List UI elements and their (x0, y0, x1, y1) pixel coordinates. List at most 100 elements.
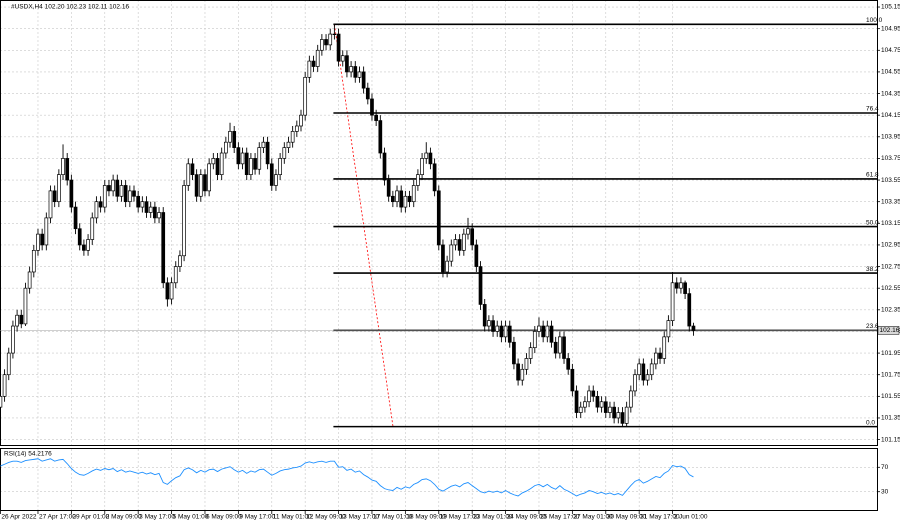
rsi-tick-label: 70 (881, 464, 889, 471)
candle-body (670, 282, 675, 321)
y-tick-label: 104.35 (881, 90, 900, 97)
candle-body (654, 352, 658, 365)
y-tick-label: 102.75 (881, 263, 900, 270)
candle-body (140, 201, 145, 208)
x-tick-label: 12 May 09:00 (306, 514, 346, 521)
candle-body (436, 190, 441, 246)
candle-body (662, 336, 667, 359)
x-tick-label: 25 May 17:00 (540, 514, 580, 521)
candle-body (311, 60, 316, 67)
candle-body (645, 374, 650, 381)
candle-body (82, 244, 86, 251)
candle-body (403, 195, 408, 208)
rsi-title: RSI(14) 54.2176 (4, 451, 52, 458)
candle-body (591, 390, 596, 397)
candle-body (658, 352, 662, 359)
candle-body (173, 266, 178, 284)
candle-body (261, 141, 266, 148)
candle-body (345, 55, 349, 73)
candle-body (165, 282, 170, 300)
candle-body (190, 163, 195, 175)
candle-body (516, 363, 520, 381)
fib-level-label: 76.4 (866, 106, 879, 113)
candle-body (532, 331, 537, 349)
candle-body (453, 239, 458, 246)
candle-body (119, 185, 124, 197)
x-tick-label: 17 May 01:00 (373, 514, 413, 521)
candle-body (219, 152, 224, 175)
fib-level-label: 61.8 (866, 172, 879, 179)
candle-body (286, 141, 291, 148)
candle-body (148, 206, 153, 213)
y-tick-label: 103.75 (881, 155, 900, 162)
candle-body (374, 114, 378, 121)
x-tick-label: 2 May 09:00 (106, 514, 142, 521)
candle-body (215, 158, 220, 175)
candle-body (407, 195, 412, 203)
candle-body (144, 201, 149, 213)
candle-body (583, 401, 587, 408)
candle-body (365, 87, 370, 100)
candle-body (303, 76, 308, 116)
candle-body (482, 304, 487, 327)
candle-body (182, 185, 186, 257)
x-tick-label: 2 Jun 01:00 (674, 514, 708, 521)
x-tick-label: 9 May 17:00 (239, 514, 275, 521)
candle-body (127, 190, 132, 203)
candle-body (107, 185, 111, 192)
y-tick-label: 104.95 (881, 25, 900, 32)
candle-body (424, 152, 429, 159)
candle-body (633, 374, 637, 392)
candle-body (44, 217, 49, 246)
y-tick-label: 103.35 (881, 198, 900, 205)
candle-body (395, 190, 399, 203)
candle-body (194, 174, 199, 197)
y-tick-label: 103.15 (881, 220, 900, 227)
candle-body (683, 282, 687, 294)
candle-body (269, 163, 274, 186)
candle-body (161, 212, 166, 284)
x-tick-label: 19 May 17:00 (440, 514, 480, 521)
candle-body (11, 325, 15, 354)
candle-body (336, 33, 341, 62)
x-tick-label: 5 May 01:00 (173, 514, 209, 521)
candle-body (524, 358, 529, 370)
candle-body (328, 33, 333, 46)
candle-body (595, 395, 600, 408)
last-price-box (877, 326, 900, 335)
candle-body (624, 406, 629, 424)
candle-body (282, 147, 287, 159)
candle-body (153, 206, 157, 219)
candle-body (503, 325, 508, 338)
candle-body (52, 190, 57, 203)
candle-body (570, 368, 575, 392)
candle-body (299, 114, 303, 127)
candle-body (441, 244, 445, 273)
candle-body (61, 158, 65, 175)
candle-body (386, 179, 391, 197)
mark-layer (0, 23, 877, 497)
x-tick-label: 3 May 17:00 (139, 514, 175, 521)
candle-body (512, 341, 516, 365)
x-tick-label: 18 May 09:00 (406, 514, 446, 521)
y-tick-label: 102.55 (881, 285, 900, 292)
y-tick-label: 101.55 (881, 393, 900, 400)
candle-body (236, 147, 241, 165)
y-tick-label: 105.15 (881, 4, 900, 11)
candle-body (549, 325, 554, 343)
chart-title: #USDX,H4 102.20 102.23 102.11 102.16 (11, 4, 129, 11)
candle-body (428, 152, 433, 165)
x-tick-label: 6 May 09:00 (206, 514, 242, 521)
fib-level-label: 23.6 (866, 323, 879, 330)
candle-body (169, 282, 174, 300)
x-tick-label: 27 May 01:00 (573, 514, 613, 521)
candle-body (290, 131, 295, 143)
candle-body (457, 239, 462, 251)
candle-body (228, 131, 232, 143)
candle-body (666, 320, 671, 338)
candle-body (198, 174, 203, 197)
candle-body (56, 174, 61, 203)
x-tick-label: 27 Apr 17:00 (39, 514, 76, 521)
candle-body (637, 363, 642, 376)
